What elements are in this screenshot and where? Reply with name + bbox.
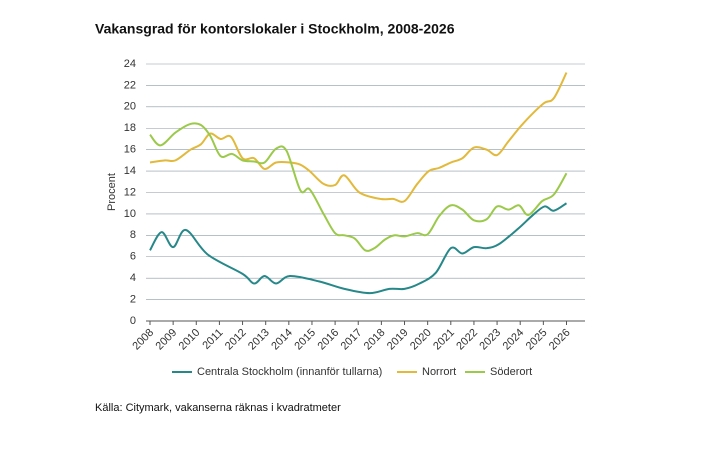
- x-tick-label: 2021: [431, 327, 457, 353]
- y-tick-label: 14: [124, 165, 136, 177]
- x-tick-label: 2012: [223, 327, 249, 353]
- x-tick-label: 2008: [130, 327, 156, 353]
- y-axis-label: Procent: [106, 173, 118, 211]
- x-tick-label: 2019: [385, 327, 411, 353]
- series-line: [149, 202, 568, 295]
- x-tick-label: 2024: [501, 327, 527, 353]
- y-tick-label: 2: [130, 293, 136, 305]
- y-tick-label: 0: [130, 315, 136, 327]
- y-tick-label: 24: [124, 58, 136, 70]
- y-tick-label: 20: [124, 101, 136, 113]
- y-tick-label: 18: [124, 122, 136, 134]
- x-tick-label: 2017: [339, 327, 365, 353]
- x-tick-label: 2023: [477, 327, 503, 353]
- x-tick-label: 2018: [362, 327, 388, 353]
- source-note: Källa: Citymark, vakanserna räknas i kva…: [95, 402, 341, 414]
- y-tick-label: 6: [130, 251, 136, 263]
- x-tick-label: 2020: [408, 327, 434, 353]
- x-tick-label: 2014: [269, 327, 295, 353]
- chart-title: Vakansgrad för kontorslokaler i Stockhol…: [95, 21, 455, 37]
- x-tick-label: 2015: [292, 327, 318, 353]
- x-tick-label: 2022: [454, 327, 480, 353]
- legend-label: Norrort: [422, 366, 456, 378]
- y-tick-label: 16: [124, 144, 136, 156]
- y-tick-label: 12: [124, 186, 136, 198]
- x-tick-label: 2009: [154, 327, 180, 353]
- x-tick-label: 2011: [200, 327, 225, 352]
- x-tick-label: 2026: [547, 327, 573, 353]
- y-tick-label: 4: [130, 272, 136, 284]
- x-tick-label: 2016: [315, 327, 341, 353]
- x-tick-label: 2013: [246, 327, 272, 353]
- x-tick-label: 2010: [177, 327, 203, 353]
- y-tick-label: 8: [130, 229, 136, 241]
- x-tick-label: 2025: [524, 327, 550, 353]
- y-tick-label: 22: [124, 79, 136, 91]
- legend-label: Söderort: [490, 366, 532, 378]
- y-tick-label: 10: [124, 208, 136, 220]
- legend-label: Centrala Stockholm (innanför tullarna): [197, 366, 382, 378]
- series-line: [149, 72, 568, 203]
- series-line: [149, 122, 568, 252]
